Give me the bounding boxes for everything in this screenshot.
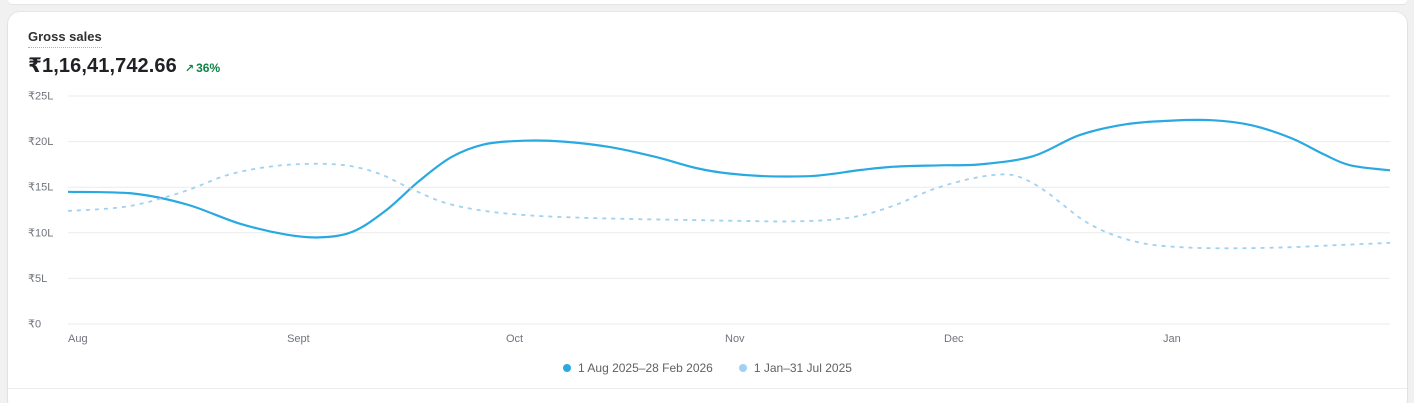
series-line-current [67,118,1391,239]
current-period-dot-icon [563,364,572,372]
chart-legend: 1 Aug 2025–28 Feb 2026 1 Jan–31 Jul 2025 [8,361,1407,375]
metric-title-link[interactable]: Gross sales [28,29,102,48]
legend-item-current-period[interactable]: 1 Aug 2025–28 Feb 2026 [563,361,713,375]
y-axis-tick: ₹0 [28,319,41,331]
delta-percent: 36% [196,61,221,75]
gross-sales-card: Gross sales ₹1,16,41,742.66 ↗ 36% ₹25L ₹2… [8,12,1407,403]
legend-label-current-period: 1 Aug 2025–28 Feb 2026 [578,361,713,375]
series-line-previous [67,162,1391,250]
x-axis-tick: Sept [287,333,310,345]
x-axis-tick: Nov [725,333,745,345]
x-axis-tick: Aug [68,333,88,345]
metric-value-row: ₹1,16,41,742.66 ↗ 36% [28,53,1387,78]
y-axis-tick: ₹10L [28,227,53,239]
previous-card-bottom-edge [8,0,1407,4]
x-axis-tick: Dec [944,333,964,345]
legend-item-previous-period[interactable]: 1 Jan–31 Jul 2025 [738,361,852,375]
y-axis-tick: ₹25L [28,91,53,103]
y-axis-tick: ₹15L [28,182,53,194]
metric-value: ₹1,16,41,742.66 [28,55,177,77]
x-axis-tick: Jan [1163,333,1181,345]
card-header: Gross sales ₹1,16,41,742.66 ↗ 36% [8,12,1407,78]
trend-up-arrow-icon: ↗ [184,63,195,75]
y-axis-tick: ₹5L [28,273,47,285]
delta-badge: ↗ 36% [185,61,220,75]
y-axis-tick: ₹20L [28,136,53,148]
card-footer-divider [8,388,1407,389]
gross-sales-line-chart[interactable]: ₹25L ₹20L ₹15L ₹10L ₹5L ₹0 Aug Sept Oct Nov Dec Jan [8,84,1406,352]
chart-area: ₹25L ₹20L ₹15L ₹10L ₹5L ₹0 Aug Sept Oct Nov Dec Jan [8,84,1407,352]
previous-period-dot-icon [738,364,747,372]
x-axis-tick: Oct [506,333,523,345]
legend-label-previous-period: 1 Jan–31 Jul 2025 [753,361,852,375]
